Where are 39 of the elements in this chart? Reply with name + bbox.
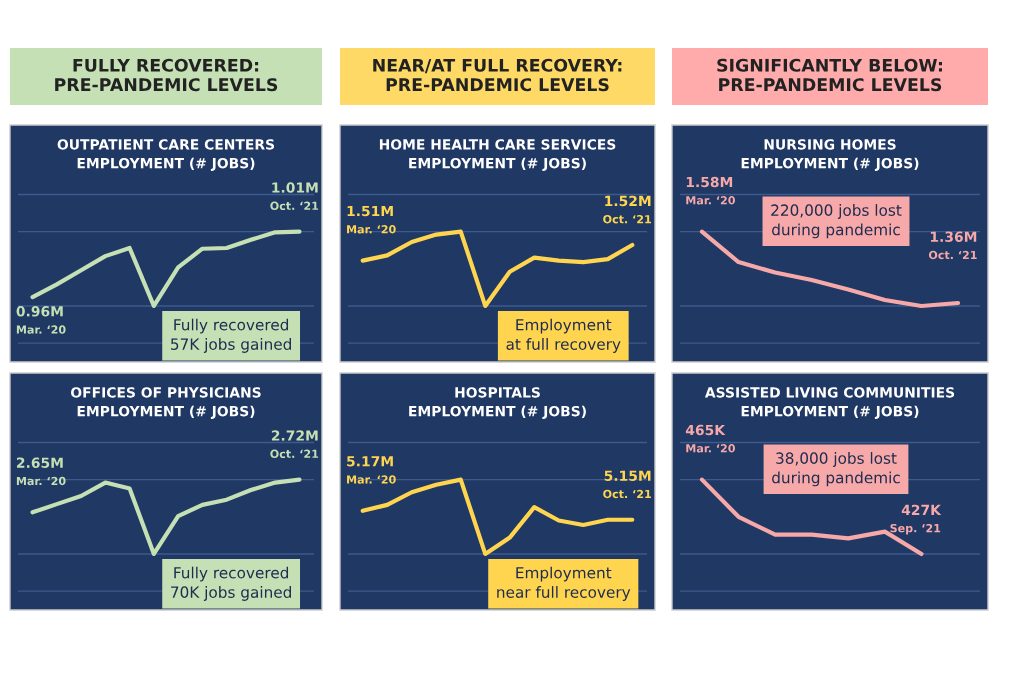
annotation: Mar. ‘20 <box>347 475 396 484</box>
text: Fully recovered 70K jobs gained <box>171 566 291 601</box>
text: Mar. ‘20 <box>16 325 66 334</box>
text: Oct. ‘21 <box>603 214 651 224</box>
text: SIGNIFICANTLY BELOW: PRE-PANDEMIC LEVELS <box>717 58 942 92</box>
annotation: 220,000 jobs lost during pandemic <box>771 204 902 239</box>
chart-title: OFFICES OF PHYSICIANS EMPLOYMENT (# JOBS) <box>71 387 261 419</box>
annotation: Oct. ‘21 <box>928 250 977 260</box>
text: 465K <box>685 424 726 436</box>
text: 0.96M <box>16 306 63 317</box>
text: Oct. ‘21 <box>270 449 319 459</box>
chart-title: OUTPATIENT CARE CENTERS EMPLOYMENT (# JOBS) <box>57 139 275 171</box>
annotation: 5.15M <box>604 470 651 481</box>
text: 1.52M <box>605 195 651 207</box>
text: 5.17M <box>347 456 393 467</box>
text: 2.65M <box>16 457 63 468</box>
text: Oct. ‘21 <box>270 201 319 211</box>
annotation: Mar. ‘20 <box>347 225 396 234</box>
text: 1.58M <box>686 176 733 188</box>
annotation: 38,000 jobs lost during pandemic <box>772 452 900 487</box>
text: Employment near full recovery <box>497 566 631 601</box>
text: Mar. ‘20 <box>686 444 735 453</box>
chart-title: HOME HEALTH CARE SERVICES EMPLOYMENT (# JOBS) <box>379 139 616 171</box>
annotation: 427K <box>901 504 942 515</box>
text: Mar. ‘20 <box>686 196 735 205</box>
chart-title: ASSISTED LIVING COMMUNITIES EMPLOYMENT (# JOBS) <box>704 387 955 419</box>
text: 1.51M <box>347 205 393 217</box>
annotation: Mar. ‘20 <box>16 476 66 486</box>
annotation: Oct. ‘21 <box>603 489 651 499</box>
text: NEAR/AT FULL RECOVERY: PRE-PANDEMIC LEVELS <box>373 58 622 92</box>
chart-title: NURSING HOMES EMPLOYMENT (# JOBS) <box>741 139 919 171</box>
chart-title: HOSPITALS EMPLOYMENT (# JOBS) <box>409 387 586 419</box>
annotation: Sep. ‘21 <box>890 523 941 535</box>
annotation: 1.36M <box>930 231 977 242</box>
text: Employment at full recovery <box>506 318 621 353</box>
text: Fully recovered 57K jobs gained <box>171 318 291 353</box>
text: 1.01M <box>272 182 318 193</box>
text: 2.72M <box>271 430 318 441</box>
text: FULLY RECOVERED: PRE-PANDEMIC LEVELS <box>55 58 278 92</box>
